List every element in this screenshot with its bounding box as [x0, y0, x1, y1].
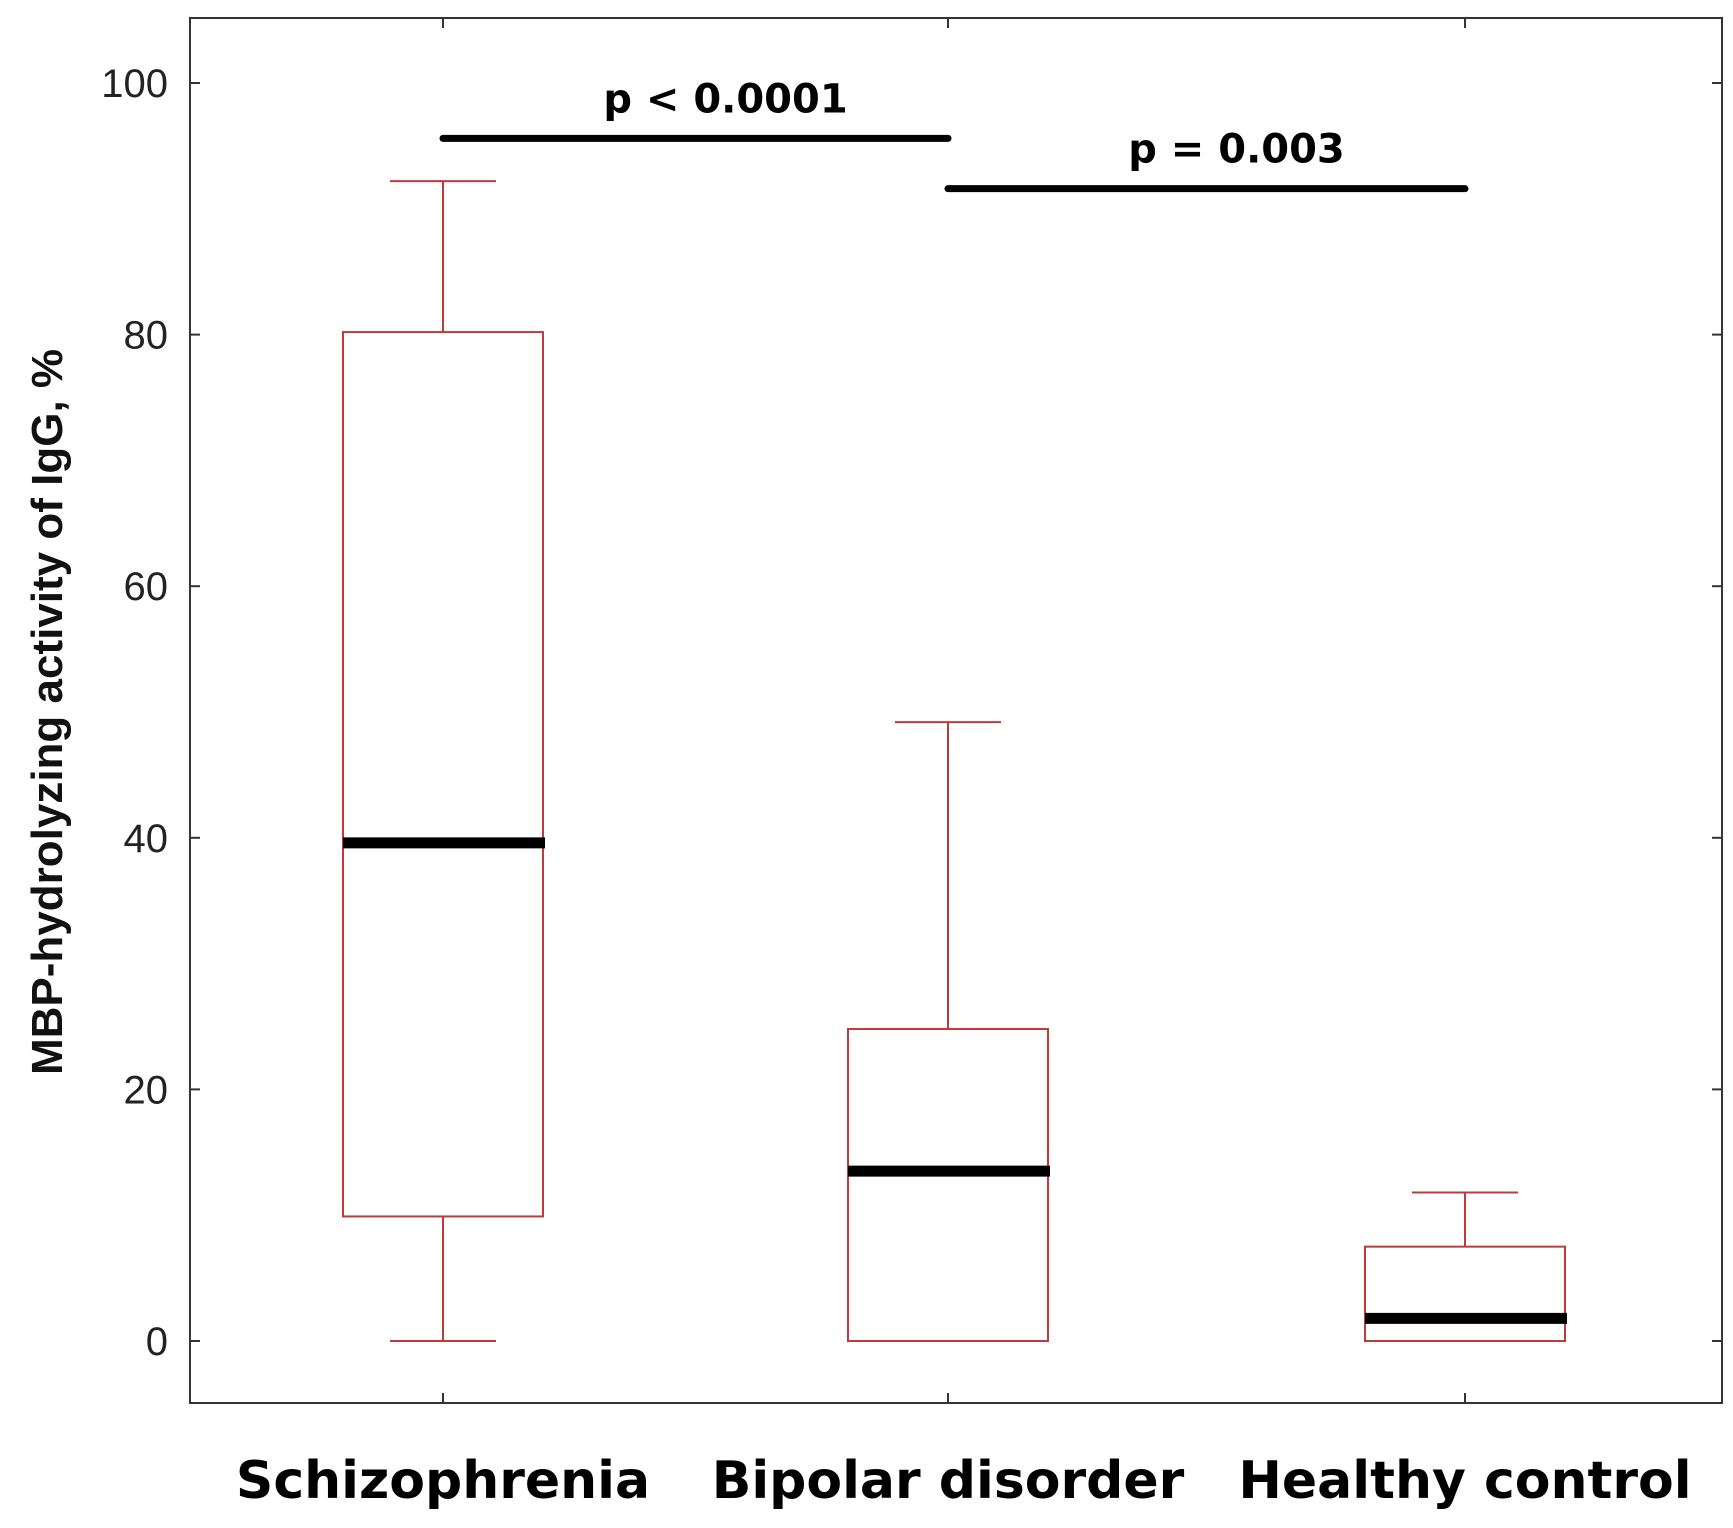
- x-category-label: Healthy control: [1238, 1451, 1691, 1511]
- plot-frame: [189, 17, 1723, 1404]
- y-tick-label: 0: [146, 1320, 168, 1364]
- y-tick-label: 80: [124, 314, 169, 358]
- y-tick-label: 40: [124, 817, 169, 861]
- y-tick-label: 100: [101, 62, 168, 106]
- box-group: [847, 721, 1050, 1342]
- box-iqr: [1364, 1245, 1566, 1343]
- y-tick-label: 60: [124, 565, 169, 609]
- significance-label: p = 0.003: [1128, 127, 1345, 173]
- box-group: [342, 180, 545, 1342]
- y-axis: 0 20 40 60 80 100: [101, 62, 1722, 1364]
- significance-bracket: p = 0.003: [944, 127, 1469, 193]
- box-group: [1364, 1191, 1567, 1343]
- x-axis: Schizophrenia Bipolar disorder Healthy con…: [236, 18, 1692, 1511]
- significance-label: p < 0.0001: [603, 76, 847, 122]
- box-iqr: [342, 331, 544, 1218]
- x-category-label: Bipolar disorder: [712, 1451, 1185, 1511]
- boxes: [342, 180, 1567, 1343]
- significance-bracket: p < 0.0001: [439, 76, 952, 142]
- x-category-label: Schizophrenia: [236, 1451, 650, 1511]
- y-tick-label: 20: [124, 1068, 169, 1112]
- y-axis-title: MBP-hydrolyzing activity of IgG, %: [23, 349, 72, 1075]
- plot-border: [189, 17, 1723, 1404]
- significance-brackets: p < 0.0001 p = 0.003: [439, 76, 1469, 193]
- box-iqr: [847, 1028, 1049, 1342]
